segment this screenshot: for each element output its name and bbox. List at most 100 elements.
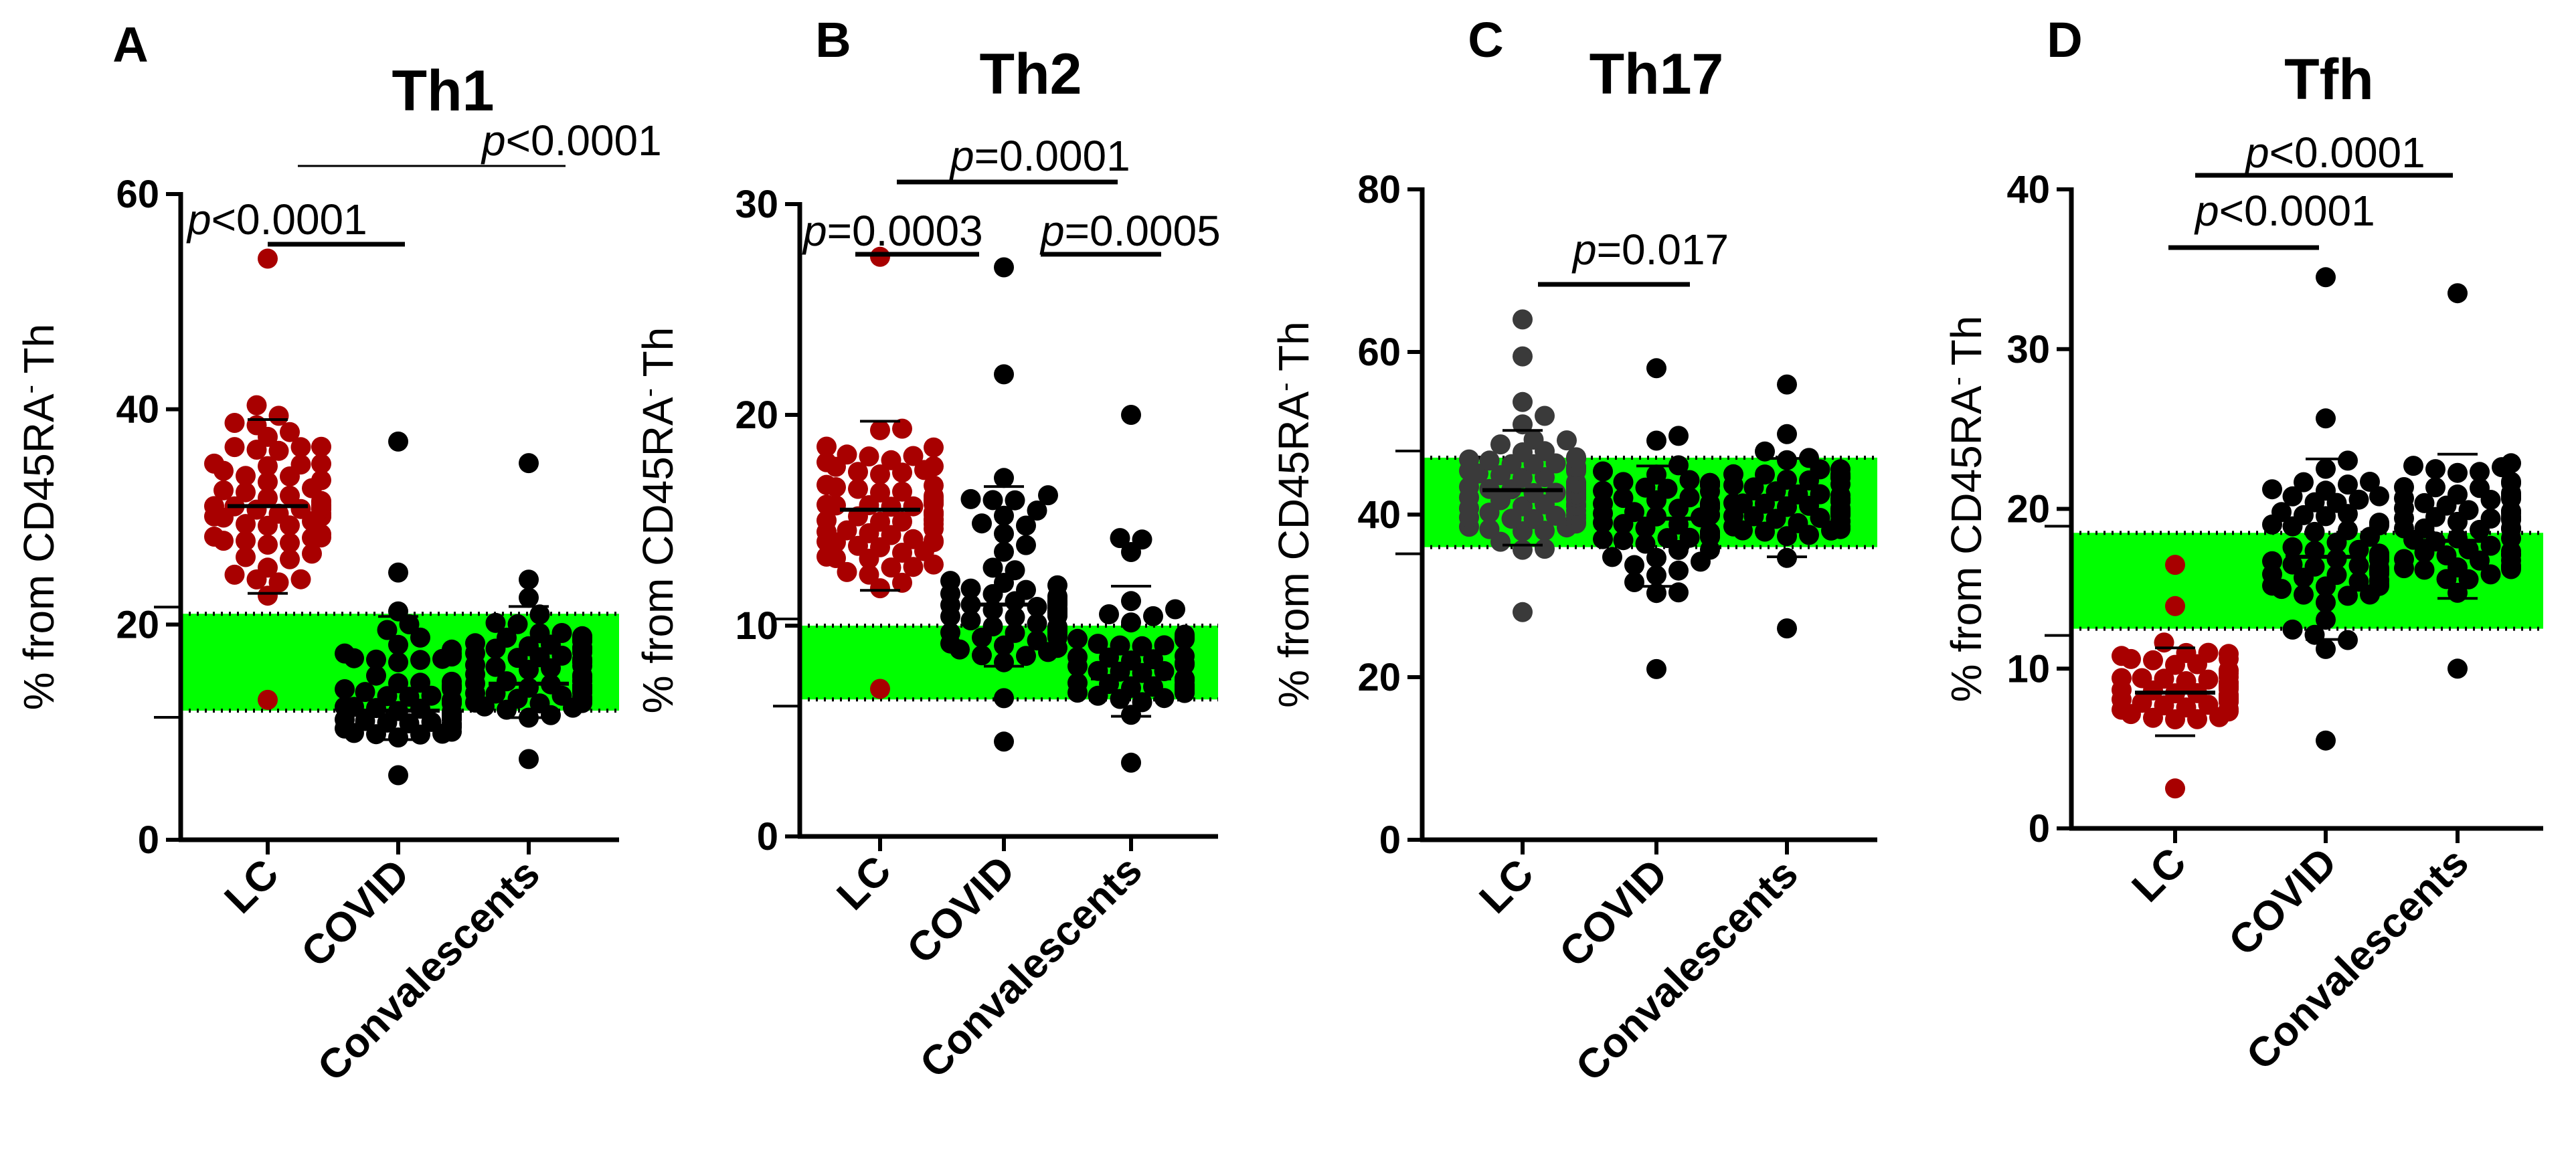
data-point <box>837 520 857 541</box>
data-point <box>258 586 278 606</box>
data-point <box>2425 459 2445 480</box>
data-point <box>2219 644 2239 664</box>
data-point <box>1513 539 1533 560</box>
data-point <box>529 623 550 644</box>
data-point <box>1545 482 1566 503</box>
data-point <box>204 453 224 474</box>
p-value: =0.0003 <box>827 207 983 255</box>
category-label: COVID <box>898 847 1024 973</box>
data-point <box>311 454 331 474</box>
y-axis-label-sup: - <box>634 388 664 397</box>
data-point <box>2304 556 2325 577</box>
data-point <box>1005 490 1025 511</box>
data-point <box>1121 405 1141 425</box>
data-point <box>1513 496 1533 517</box>
p-value: =0.0001 <box>974 132 1130 180</box>
data-point <box>1067 672 1088 693</box>
y-tick-label: 20 <box>2006 488 2050 531</box>
data-point <box>903 557 924 577</box>
data-point <box>442 671 462 692</box>
data-point <box>2348 555 2369 576</box>
y-tick-label: 80 <box>1357 168 1401 211</box>
data-point <box>377 620 398 640</box>
data-point <box>519 677 539 698</box>
category-label: Convalescents <box>1567 850 1807 1090</box>
data-point <box>1593 461 1613 482</box>
y-tick-label: 40 <box>1357 493 1401 537</box>
p-symbol: p <box>2244 128 2269 177</box>
data-point <box>1535 406 1555 426</box>
y-tick-label: 10 <box>2006 647 2050 691</box>
data-point <box>1121 678 1141 698</box>
data-point <box>258 689 278 710</box>
data-point <box>280 422 300 442</box>
data-point <box>2198 669 2219 690</box>
data-point <box>1777 450 1797 470</box>
data-point <box>1459 449 1479 470</box>
data-point <box>1646 547 1666 568</box>
data-point <box>529 604 550 625</box>
data-point <box>224 564 245 585</box>
data-point <box>982 490 1003 511</box>
p-symbol: p <box>802 207 827 255</box>
data-point <box>355 682 375 703</box>
data-point <box>870 482 890 503</box>
y-tick-label: 20 <box>735 393 778 437</box>
data-point <box>1513 468 1533 488</box>
data-point <box>892 511 912 532</box>
data-point <box>236 547 256 567</box>
data-point <box>290 454 311 475</box>
data-point <box>1723 492 1743 513</box>
data-point <box>1657 478 1678 499</box>
y-tick-label: 30 <box>2006 328 2050 371</box>
data-point <box>1668 560 1689 581</box>
category-label: LC <box>2124 839 2195 911</box>
data-point <box>2448 484 2468 505</box>
data-point <box>366 665 386 686</box>
data-point <box>421 711 442 732</box>
data-point <box>1557 430 1577 451</box>
data-point <box>302 543 322 564</box>
data-point <box>2360 472 2380 492</box>
data-point <box>2271 502 2292 523</box>
data-point <box>258 456 278 476</box>
data-point <box>2176 642 2197 663</box>
data-point <box>1646 430 1666 451</box>
data-point <box>519 569 539 590</box>
data-point <box>485 656 506 677</box>
category-label: COVID <box>292 850 418 976</box>
data-point <box>1646 583 1666 604</box>
data-point <box>892 543 912 563</box>
y-axis-label: % from CD45RA- Th <box>1270 321 1318 708</box>
data-point <box>1175 624 1195 645</box>
data-point <box>1755 441 1775 462</box>
panel-title: Th17 <box>1590 42 1724 106</box>
data-point <box>2480 509 2501 529</box>
data-point <box>2501 453 2521 474</box>
data-point <box>1121 591 1141 612</box>
data-point <box>1132 529 1152 550</box>
data-point <box>1027 597 1047 617</box>
data-point <box>497 671 517 692</box>
data-point <box>268 503 289 524</box>
data-point <box>388 634 408 655</box>
data-point <box>924 475 944 496</box>
y-axis-label-suffix: Th <box>1942 316 1990 377</box>
data-point <box>410 627 430 648</box>
data-point <box>817 452 837 472</box>
data-point <box>1668 426 1689 446</box>
y-tick-label: 0 <box>1379 818 1401 862</box>
data-point <box>2316 610 2336 630</box>
data-point <box>1016 646 1036 666</box>
data-point <box>246 395 267 416</box>
data-point <box>1777 469 1797 490</box>
data-point <box>994 688 1014 709</box>
data-point <box>1624 555 1644 575</box>
panel-letter: D <box>2047 12 2082 68</box>
data-point <box>881 557 901 578</box>
data-point <box>1016 579 1036 600</box>
data-point <box>258 248 278 269</box>
data-point <box>848 478 868 499</box>
